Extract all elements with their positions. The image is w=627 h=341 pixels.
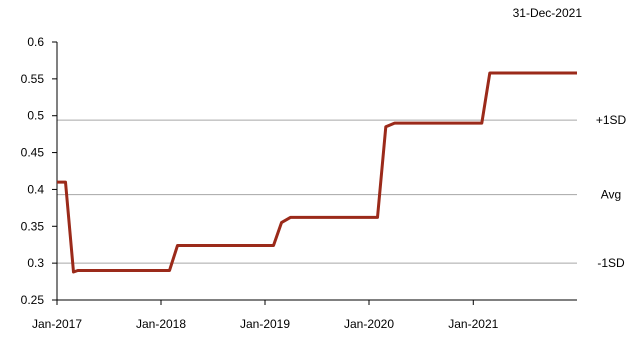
x-tick-label: Jan-2021	[448, 317, 498, 331]
y-tick-label: 0.45	[21, 146, 45, 160]
x-tick-label: Jan-2018	[136, 317, 186, 331]
y-tick-label: 0.3	[27, 256, 44, 270]
y-tick-label: 0.35	[21, 219, 45, 233]
y-tick-label: 0.25	[21, 293, 45, 307]
reference-line-label: +1SD	[596, 113, 627, 127]
y-tick-label: 0.55	[21, 72, 45, 86]
x-tick-label: Jan-2019	[240, 317, 290, 331]
x-tick-label: Jan-2017	[32, 317, 82, 331]
y-tick-label: 0.4	[27, 182, 44, 196]
as-of-date-label: 31-Dec-2021	[512, 6, 582, 20]
series-line	[57, 71, 577, 274]
reference-line-label: Avg	[601, 188, 621, 202]
reference-lines	[57, 119, 577, 264]
x-tick-label: Jan-2020	[344, 317, 394, 331]
y-tick-label: 0.6	[27, 35, 44, 49]
series-group	[57, 71, 577, 274]
axes	[52, 41, 577, 305]
y-tick-label: 0.5	[27, 109, 44, 123]
reference-line-label: -1SD	[597, 256, 625, 270]
labels: +1SD Avg -1SD 0.25 0.3 0.35 0.4 0.45 0.5 0.55 0.6 J…	[21, 35, 627, 331]
